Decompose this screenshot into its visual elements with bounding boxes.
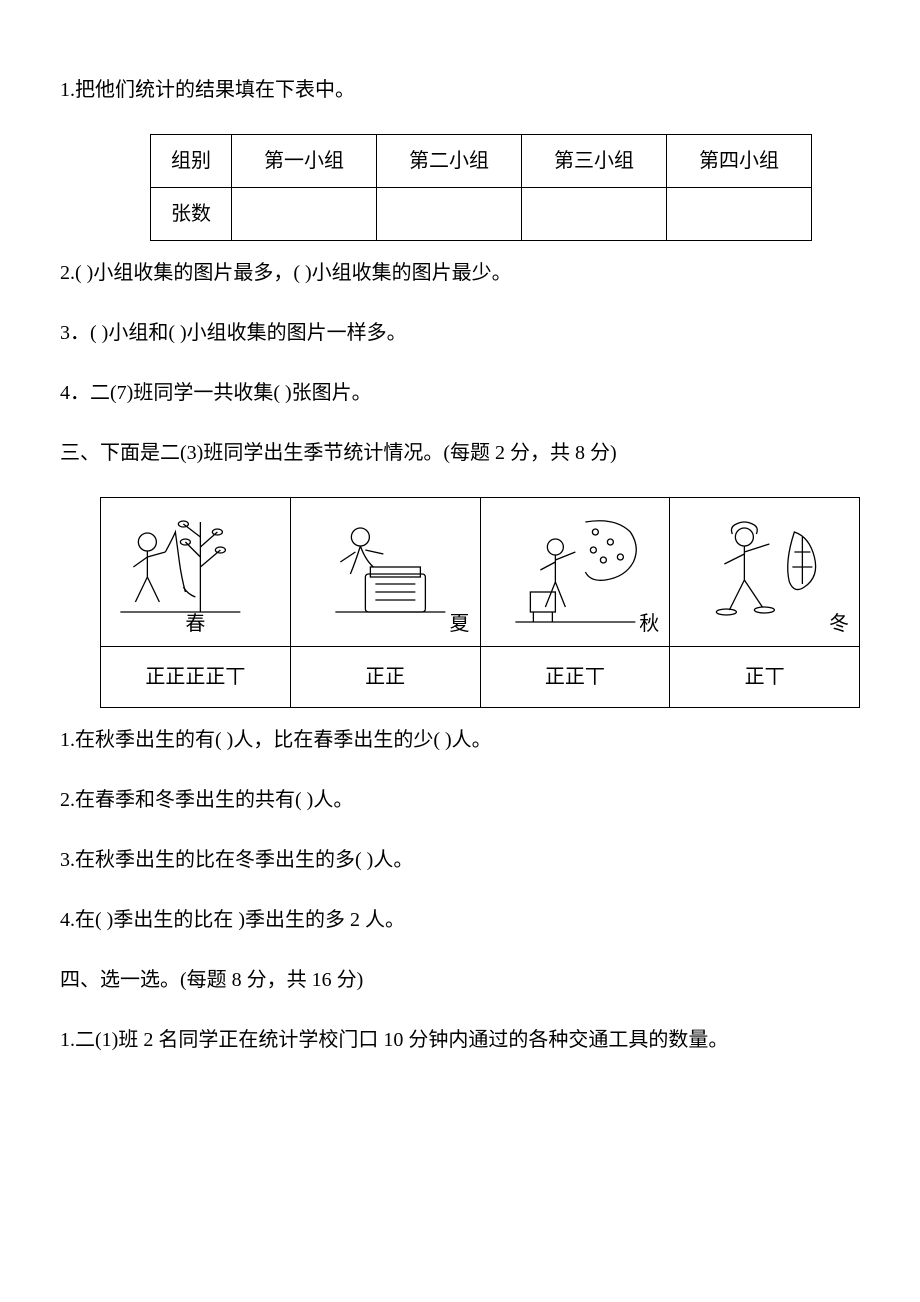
tally-cell: 正正 [290,647,480,708]
section3-q3: 3.在秋季出生的比在冬季出生的多( )人。 [60,844,860,876]
season-label: 冬 [829,608,849,640]
table-row: 组别 第一小组 第二小组 第三小组 第四小组 [151,135,812,188]
summer-icon [295,502,476,632]
section4-heading: 四、选一选。(每题 8 分，共 16 分) [60,964,860,996]
season-autumn-cell: 秋 [480,498,670,647]
winter-icon [674,502,855,632]
section4-q1: 1.二(1)班 2 名同学正在统计学校门口 10 分钟内通过的各种交通工具的数量… [60,1024,860,1056]
cell-value [377,188,522,241]
season-summer-cell: 夏 [290,498,480,647]
row1-label: 组别 [151,135,232,188]
q3-text: 3．( )小组和( )小组收集的图片一样多。 [60,317,860,349]
section3-q2: 2.在春季和冬季出生的共有( )人。 [60,784,860,816]
cell-value [232,188,377,241]
section3-q1: 1.在秋季出生的有( )人，比在春季出生的少( )人。 [60,724,860,756]
season-label: 夏 [450,608,470,640]
autumn-icon [485,502,666,632]
section3-q4: 4.在( )季出生的比在 )季出生的多 2 人。 [60,904,860,936]
col-header: 第一小组 [232,135,377,188]
q4-text: 4．二(7)班同学一共收集( )张图片。 [60,377,860,409]
table-row: 张数 [151,188,812,241]
q2-text: 2.( )小组收集的图片最多，( )小组收集的图片最少。 [60,257,860,289]
section3-heading: 三、下面是二(3)班同学出生季节统计情况。(每题 2 分，共 8 分) [60,437,860,469]
tally-cell: 正正正正丅 [101,647,291,708]
season-spring-cell: 春 [101,498,291,647]
season-label: 秋 [639,608,659,640]
col-header: 第四小组 [667,135,812,188]
season-winter-cell: 冬 [670,498,860,647]
groups-table: 组别 第一小组 第二小组 第三小组 第四小组 张数 [150,134,812,241]
col-header: 第三小组 [522,135,667,188]
col-header: 第二小组 [377,135,522,188]
season-label: 春 [185,608,205,640]
table-row: 春 夏 [101,498,860,647]
tally-cell: 正丅 [670,647,860,708]
tally-cell: 正正丅 [480,647,670,708]
table-row: 正正正正丅 正正 正正丅 正丅 [101,647,860,708]
row2-label: 张数 [151,188,232,241]
season-table: 春 夏 [100,497,860,708]
cell-value [667,188,812,241]
q1-text: 1.把他们统计的结果填在下表中。 [60,74,860,106]
cell-value [522,188,667,241]
